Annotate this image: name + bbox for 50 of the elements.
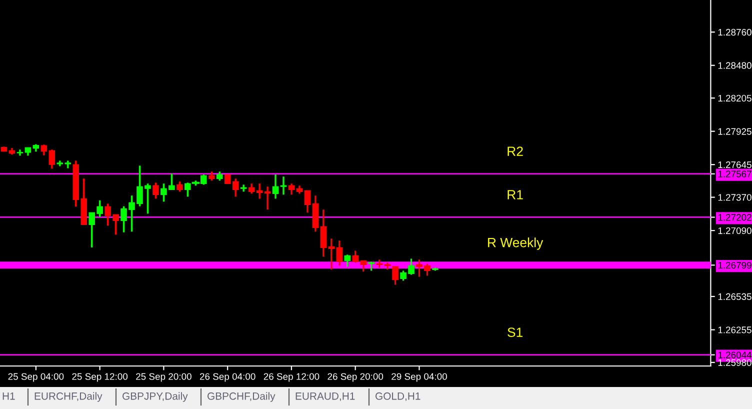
candlestick [280,176,287,196]
candlestick [304,190,311,214]
text: EURCHF,Daily [34,392,102,402]
text: GOLD,H1 [376,392,420,402]
ref-line-label: R Weekly [488,238,544,250]
y-tick-label: 1.26799 [718,262,752,269]
y-tick-label: 1.28205 [718,94,752,102]
y-tick-label: 1.27925 [718,128,752,135]
candlestick [16,148,24,157]
candlestick [320,208,327,258]
candlestick [208,170,215,182]
y-tick-label: 1.27567 [718,170,752,178]
y-tick-label: 1.28480 [718,62,752,69]
candlestick [248,182,255,195]
y-tick-label: 1.26044 [718,352,752,358]
x-tick-label: 26 Sep 12:00 [264,373,320,382]
candlestick [344,254,351,268]
candlestick [272,174,279,200]
y-tick-label: 1.27370 [718,194,752,201]
candlestick [48,148,56,170]
text: EURAUD,H1 [296,392,355,402]
candlestick [240,184,247,193]
text: GBPCHF,Daily [208,392,276,402]
candlestick [256,182,263,200]
x-tick-label: 26 Sep 20:00 [328,373,384,382]
ref-line-label: S1 [508,328,522,337]
candlestick [40,144,48,156]
candlestick [152,182,159,200]
y-tick-label: 1.28760 [718,28,752,36]
ref-line-label: R1 [508,190,523,200]
text: H1 [2,392,15,400]
candlestick [288,182,295,196]
x-tick-label: 25 Sep 04:00 [8,373,64,382]
y-tick-label: 1.27202 [718,214,752,221]
y-tick-label: 1.26255 [718,326,752,334]
x-tick-label: 25 Sep 12:00 [72,373,128,382]
candlestick [232,178,239,198]
candlestick [216,170,223,182]
y-tick-label: 1.27645 [718,161,752,168]
text: GBPJPY,Daily [122,392,188,402]
candlestick [224,174,231,184]
candlestick [392,266,398,286]
candlestick [176,180,183,193]
ref-line-label: R2 [508,146,523,156]
x-tick-label: 29 Sep 04:00 [392,373,447,382]
candlestick [368,260,374,272]
y-tick-label: 1.27090 [718,227,752,234]
y-tick-label: 1.26535 [718,293,752,300]
x-tick-label: 25 Sep 20:00 [136,373,192,382]
x-tick-label: 26 Sep 04:00 [200,373,256,382]
